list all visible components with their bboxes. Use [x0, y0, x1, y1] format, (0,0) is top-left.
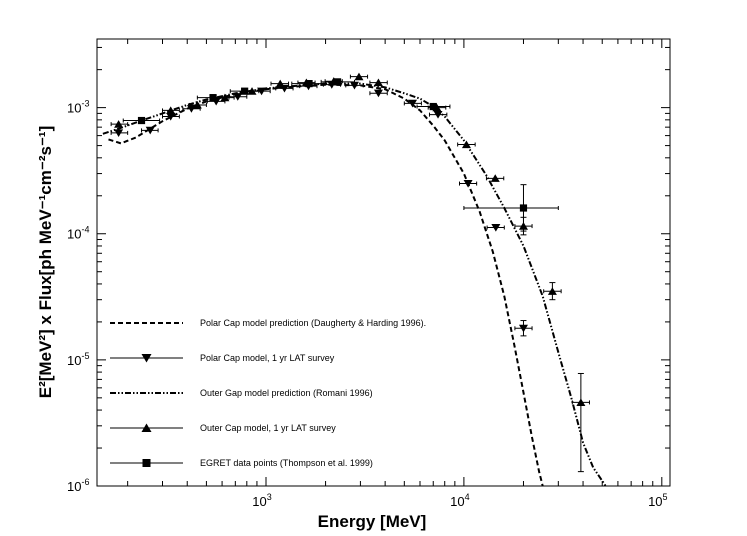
data-point [576, 398, 586, 407]
x-axis-title: Energy [MeV] [318, 512, 427, 531]
data-point [241, 87, 249, 95]
data-point [114, 129, 124, 137]
legend: Polar Cap model prediction (Daugherty & … [110, 318, 426, 468]
series-3 [110, 72, 590, 473]
data-point [192, 100, 202, 109]
data-point [145, 126, 155, 135]
legend-marker [141, 354, 152, 363]
data-point [166, 106, 176, 115]
data-point [519, 204, 528, 212]
data-point [373, 89, 383, 98]
legend-entry: Outer Cap model, 1 yr LAT survey [110, 423, 336, 433]
data-point [518, 324, 528, 333]
tick-labels: 103 104 105 10-3 10-4 10-5 10-6 [67, 99, 668, 509]
data-point [305, 80, 313, 88]
data-point [166, 112, 176, 121]
data-point [114, 120, 124, 128]
series-2 [102, 82, 607, 487]
legend-label: Polar Cap model, 1 yr LAT survey [200, 353, 335, 363]
series-4 [122, 78, 559, 232]
data-point [137, 116, 146, 125]
axis-ticks [97, 39, 670, 487]
legend-entry: Outer Gap model prediction (Romani 1996) [110, 388, 373, 398]
data-point [233, 93, 243, 101]
data-point [429, 102, 437, 111]
plot-frame [96, 38, 671, 487]
series-line [102, 82, 607, 487]
legend-entry: Polar Cap model prediction (Daugherty & … [110, 318, 426, 328]
data-point [547, 287, 557, 295]
legend-entry: Polar Cap model, 1 yr LAT survey [110, 353, 335, 363]
data-point [209, 94, 217, 102]
y-tick-label: 10-6 [67, 477, 89, 494]
data-point [186, 105, 196, 113]
legend-entry: EGRET data points (Thompson et al. 1999) [110, 458, 373, 468]
data-point [333, 78, 342, 86]
legend-marker [142, 459, 151, 467]
legend-label: Polar Cap model prediction (Daugherty & … [200, 318, 426, 328]
legend-label: Outer Cap model, 1 yr LAT survey [200, 423, 336, 433]
y-tick-label: 10-5 [67, 351, 89, 368]
x-tick-label: 104 [450, 492, 469, 509]
y-tick-label: 10-4 [67, 225, 89, 242]
data-point [354, 72, 364, 81]
x-tick-label: 105 [648, 492, 667, 509]
data-point [491, 223, 501, 232]
data-point [490, 174, 500, 182]
data-point [275, 79, 285, 88]
data-point [461, 140, 471, 149]
data-point [408, 99, 418, 108]
x-tick-label: 103 [252, 492, 271, 509]
legend-label: EGRET data points (Thompson et al. 1999) [200, 458, 373, 468]
legend-marker [141, 423, 152, 432]
data-point [463, 179, 473, 188]
legend-label: Outer Gap model prediction (Romani 1996) [200, 388, 373, 398]
series-layer [102, 72, 607, 487]
data-point [373, 78, 383, 87]
y-axis-title: E²[MeV²] x Flux[ph MeV⁻¹cm⁻²s⁻¹] [36, 126, 55, 398]
y-tick-label: 10-3 [67, 99, 89, 116]
